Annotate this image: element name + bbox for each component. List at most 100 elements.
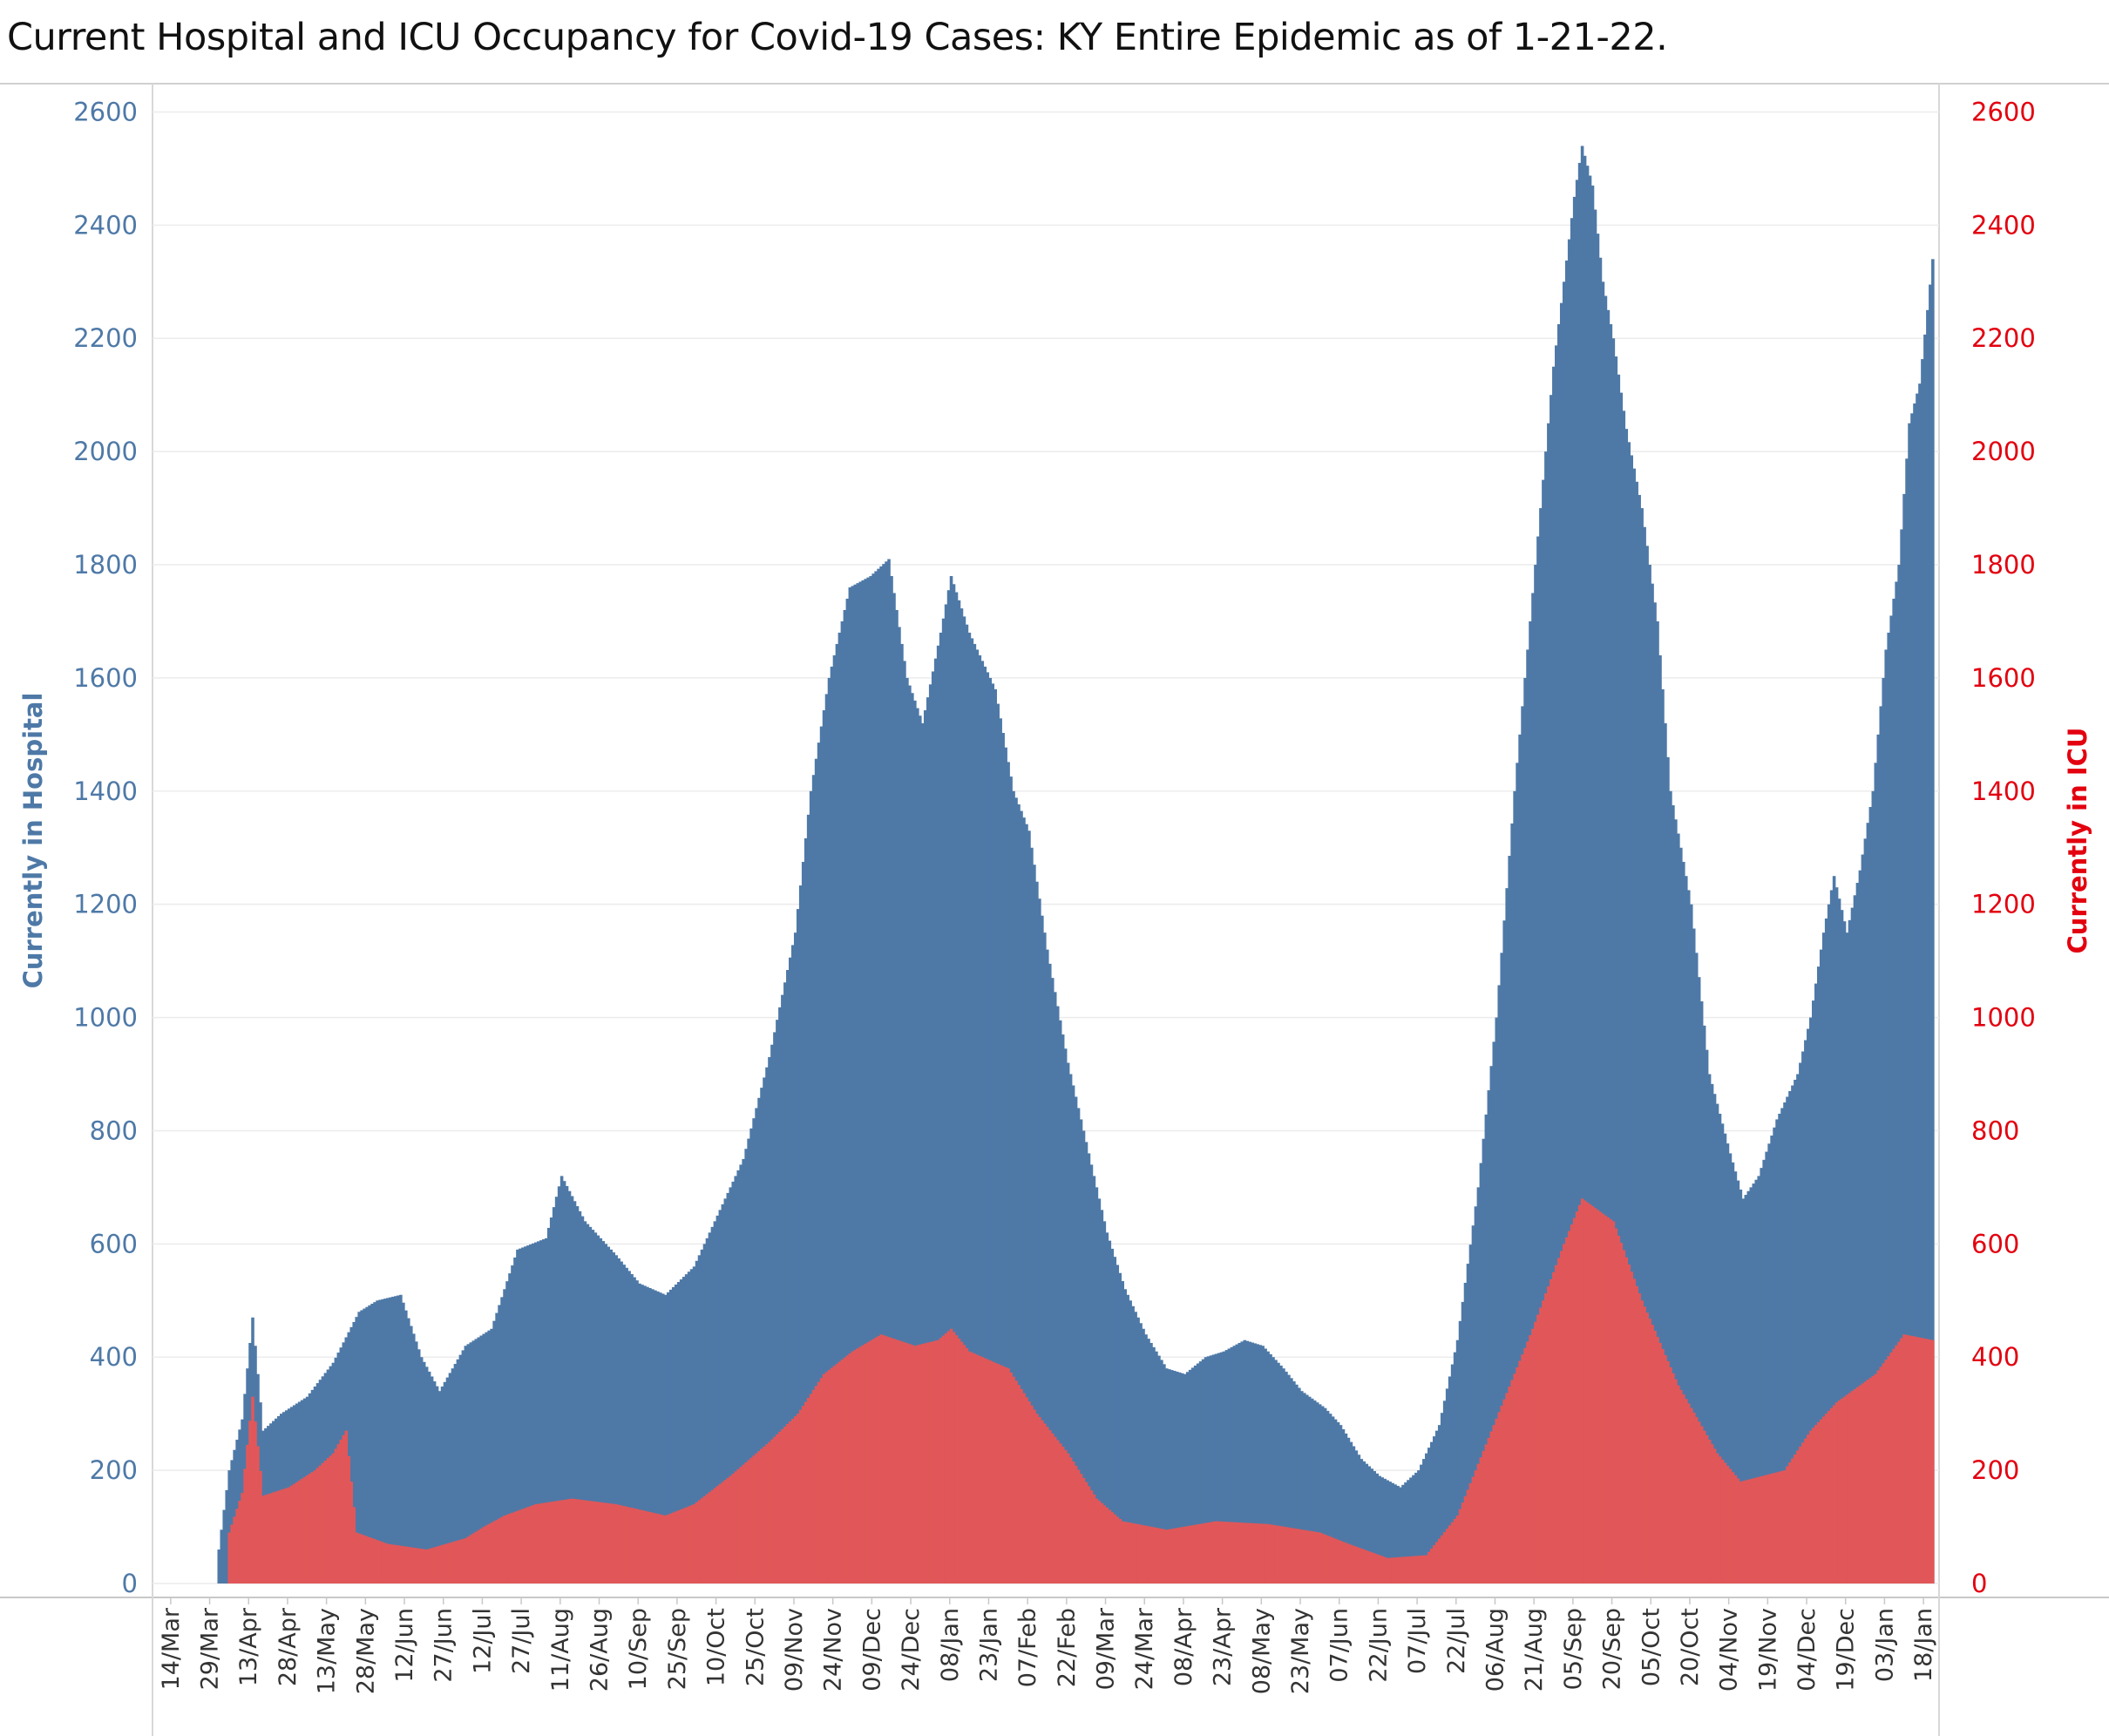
hospital-bar bbox=[601, 1241, 606, 1583]
hospital-bar bbox=[871, 573, 875, 1583]
hospital-bar bbox=[1339, 1425, 1343, 1583]
hospital-bar bbox=[742, 1158, 745, 1583]
hospital-bar bbox=[734, 1176, 738, 1583]
icu-bar bbox=[967, 1351, 972, 1583]
icu-bar bbox=[1712, 1448, 1717, 1583]
hospital-bar bbox=[1593, 209, 1597, 1583]
hospital-bar bbox=[559, 1176, 564, 1583]
icu-bar bbox=[1375, 1554, 1379, 1583]
icu-bar bbox=[1752, 1478, 1756, 1583]
hospital-bar bbox=[1672, 805, 1675, 1583]
hospital-bar bbox=[1598, 257, 1603, 1584]
hospital-bar bbox=[1466, 1264, 1470, 1583]
hospital-bar bbox=[1539, 508, 1543, 1583]
icu-bar bbox=[586, 1500, 590, 1583]
icu-bar bbox=[1500, 1406, 1504, 1583]
icu-bar bbox=[1555, 1265, 1558, 1583]
icu-bar bbox=[248, 1421, 252, 1583]
icu-bar bbox=[1360, 1548, 1364, 1583]
icu-bar bbox=[668, 1513, 673, 1583]
hospital-bar bbox=[824, 694, 829, 1583]
icu-bar bbox=[1492, 1425, 1496, 1583]
hospital-bar bbox=[1177, 1372, 1182, 1583]
hospital-bar bbox=[1136, 1317, 1140, 1583]
icu-bar bbox=[498, 1518, 501, 1583]
hospital-bar bbox=[1559, 302, 1563, 1583]
icu-bar bbox=[1033, 1409, 1036, 1583]
icu-bar bbox=[339, 1440, 343, 1583]
hospital-bar bbox=[578, 1210, 582, 1583]
hospital-bar bbox=[1897, 565, 1901, 1583]
hospital-bar bbox=[978, 654, 982, 1584]
icu-bar bbox=[763, 1446, 766, 1583]
hospital-bar bbox=[1684, 876, 1688, 1583]
icu-bar bbox=[1630, 1271, 1633, 1583]
icu-bar bbox=[1295, 1529, 1299, 1583]
hospital-bar bbox=[1819, 949, 1823, 1583]
icu-bar bbox=[1050, 1433, 1054, 1583]
icu-bar bbox=[445, 1543, 450, 1583]
icu-bar bbox=[256, 1446, 260, 1583]
icu-bar bbox=[448, 1543, 452, 1583]
hospital-bar bbox=[1341, 1429, 1346, 1583]
hospital-bar bbox=[1383, 1478, 1387, 1583]
hospital-bar bbox=[747, 1138, 750, 1583]
hospital-bar bbox=[1529, 620, 1532, 1584]
hospital-bar bbox=[625, 1267, 628, 1583]
hospital-bar bbox=[1908, 423, 1911, 1583]
hospital-bar bbox=[1726, 1143, 1730, 1583]
icu-bar bbox=[370, 1538, 374, 1583]
hospital-bar bbox=[591, 1230, 595, 1583]
icu-bar bbox=[1598, 1211, 1603, 1583]
icu-bar bbox=[697, 1500, 702, 1583]
icu-bar bbox=[1302, 1529, 1306, 1583]
hospital-bar bbox=[1482, 1138, 1486, 1583]
icu-bar bbox=[477, 1529, 481, 1583]
hospital-bar bbox=[648, 1288, 652, 1583]
x-tick-label: 08/Jan bbox=[937, 1608, 964, 1682]
icu-bar bbox=[933, 1340, 938, 1583]
y-left-tick-label: 1400 bbox=[73, 776, 138, 806]
icu-bar bbox=[451, 1542, 455, 1583]
x-tick-label: 08/May bbox=[1248, 1608, 1275, 1694]
icu-bar bbox=[267, 1494, 270, 1583]
hospital-bar bbox=[689, 1269, 694, 1583]
hospital-bar bbox=[1895, 581, 1898, 1583]
hospital-bar bbox=[731, 1181, 736, 1583]
hospital-bar bbox=[519, 1248, 522, 1583]
hospital-bar bbox=[1754, 1179, 1759, 1583]
icu-bar bbox=[1539, 1307, 1543, 1583]
icu-bar bbox=[575, 1499, 580, 1583]
icu-series bbox=[227, 1198, 1935, 1583]
hospital-bar bbox=[513, 1257, 517, 1583]
icu-bar bbox=[708, 1492, 712, 1583]
hospital-bar bbox=[411, 1333, 416, 1583]
icu-bar bbox=[635, 1509, 639, 1583]
hospital-bar bbox=[466, 1344, 471, 1583]
hospital-bar bbox=[1786, 1096, 1789, 1583]
icu-bar bbox=[1466, 1489, 1470, 1583]
icu-bar bbox=[1224, 1522, 1229, 1583]
icu-bar bbox=[1656, 1337, 1659, 1583]
hospital-bar bbox=[1386, 1480, 1389, 1583]
hospital-bar bbox=[1012, 790, 1015, 1583]
icu-bar bbox=[1300, 1529, 1304, 1583]
icu-bar bbox=[682, 1508, 686, 1583]
icu-bar bbox=[1726, 1466, 1730, 1583]
icu-bar bbox=[1100, 1502, 1104, 1583]
hospital-bar bbox=[1102, 1221, 1107, 1583]
icu-bar bbox=[962, 1345, 966, 1583]
icu-bar bbox=[1035, 1414, 1039, 1583]
hospital-bar bbox=[1757, 1176, 1760, 1583]
hospital-bar bbox=[1882, 677, 1886, 1584]
y-left-tick-label: 200 bbox=[90, 1455, 138, 1485]
icu-bar bbox=[1066, 1453, 1070, 1583]
icu-bar bbox=[1193, 1524, 1197, 1583]
hospital-bar bbox=[666, 1292, 670, 1583]
icu-bar bbox=[280, 1489, 283, 1583]
icu-bar bbox=[1767, 1474, 1771, 1583]
icu-bar bbox=[1206, 1522, 1210, 1583]
hospital-bar bbox=[1611, 338, 1616, 1583]
hospital-bar bbox=[1365, 1463, 1369, 1583]
x-tick-label: 27/Jul bbox=[508, 1608, 535, 1674]
